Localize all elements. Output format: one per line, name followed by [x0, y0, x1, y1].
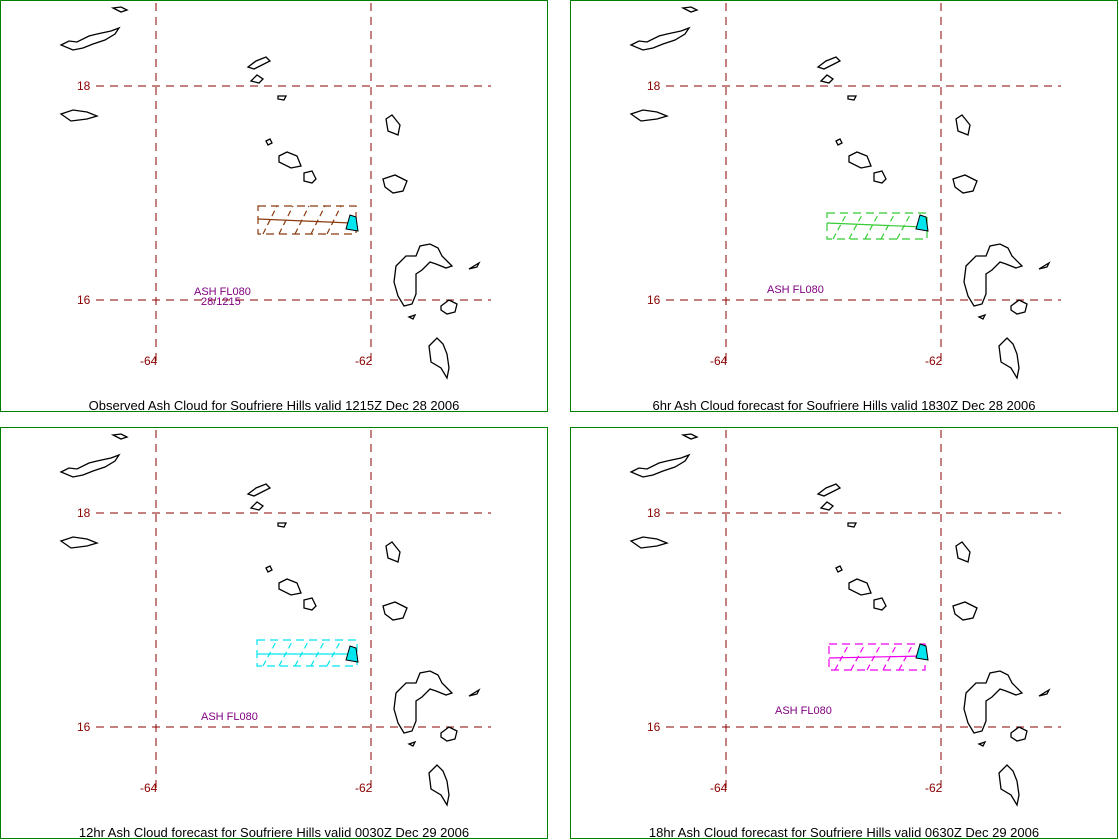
ash-cloud-12hr [256, 639, 358, 667]
map-panel-6hr: 18 16 -64 -62 ASH FL080 6hr Ash Cloud fo… [570, 0, 1118, 413]
graticule [96, 3, 491, 366]
lon-label-64: -64 [140, 781, 158, 795]
ash-label: ASH FL080 [201, 711, 258, 723]
lon-label-62: -62 [355, 354, 373, 368]
lon-label-62: -62 [925, 354, 943, 368]
lat-label-18: 18 [647, 79, 661, 93]
ash-cloud-6hr [826, 212, 928, 240]
ash-label: ASH FL080 [767, 284, 824, 296]
lat-label-16: 16 [647, 720, 661, 734]
map-panel-observed: 18 16 -64 -62 ASH FL080 28/1215 Observed… [0, 0, 548, 413]
coastlines [629, 433, 1051, 807]
lon-label-64: -64 [140, 354, 158, 368]
panel-caption: 12hr Ash Cloud forecast for Soufriere Hi… [78, 825, 470, 840]
volcano-marker [345, 214, 359, 232]
map-panel-12hr: 18 16 -64 -62 ASH FL080 12hr Ash Cloud f… [0, 427, 548, 840]
lon-label-64: -64 [710, 354, 728, 368]
ash-cloud-observed [257, 205, 357, 235]
graticule [666, 430, 1061, 793]
lat-label-16: 16 [77, 293, 91, 307]
coastlines [629, 6, 1051, 380]
panel-caption: 18hr Ash Cloud forecast for Soufriere Hi… [648, 825, 1040, 840]
map-canvas [59, 3, 491, 380]
ash-label: ASH FL080 [194, 286, 251, 298]
coastlines [59, 433, 481, 807]
lon-label-62: -62 [925, 781, 943, 795]
map-panel-18hr: 18 16 -64 -62 ASH FL080 18hr Ash Cloud f… [570, 427, 1118, 840]
lat-label-18: 18 [647, 506, 661, 520]
volcano-marker [915, 643, 929, 661]
panel-caption: 6hr Ash Cloud forecast for Soufriere Hil… [652, 398, 1036, 413]
map-canvas [629, 3, 1061, 380]
lat-label-16: 16 [647, 293, 661, 307]
ash-label: ASH FL080 [775, 705, 832, 717]
lat-label-16: 16 [77, 720, 91, 734]
graticule [666, 3, 1061, 366]
volcano-marker [915, 214, 929, 232]
lon-label-62: -62 [355, 781, 373, 795]
panel-caption: Observed Ash Cloud for Soufriere Hills v… [88, 398, 460, 413]
volcano-marker [345, 645, 359, 663]
map-canvas [59, 430, 491, 807]
map-canvas [629, 430, 1061, 807]
coastlines [59, 6, 481, 380]
ash-cloud-18hr [828, 643, 926, 671]
lat-label-18: 18 [77, 506, 91, 520]
graticule [96, 430, 491, 793]
ash-time-label: 28/1215 [201, 296, 241, 308]
lat-label-18: 18 [77, 79, 91, 93]
lon-label-64: -64 [710, 781, 728, 795]
